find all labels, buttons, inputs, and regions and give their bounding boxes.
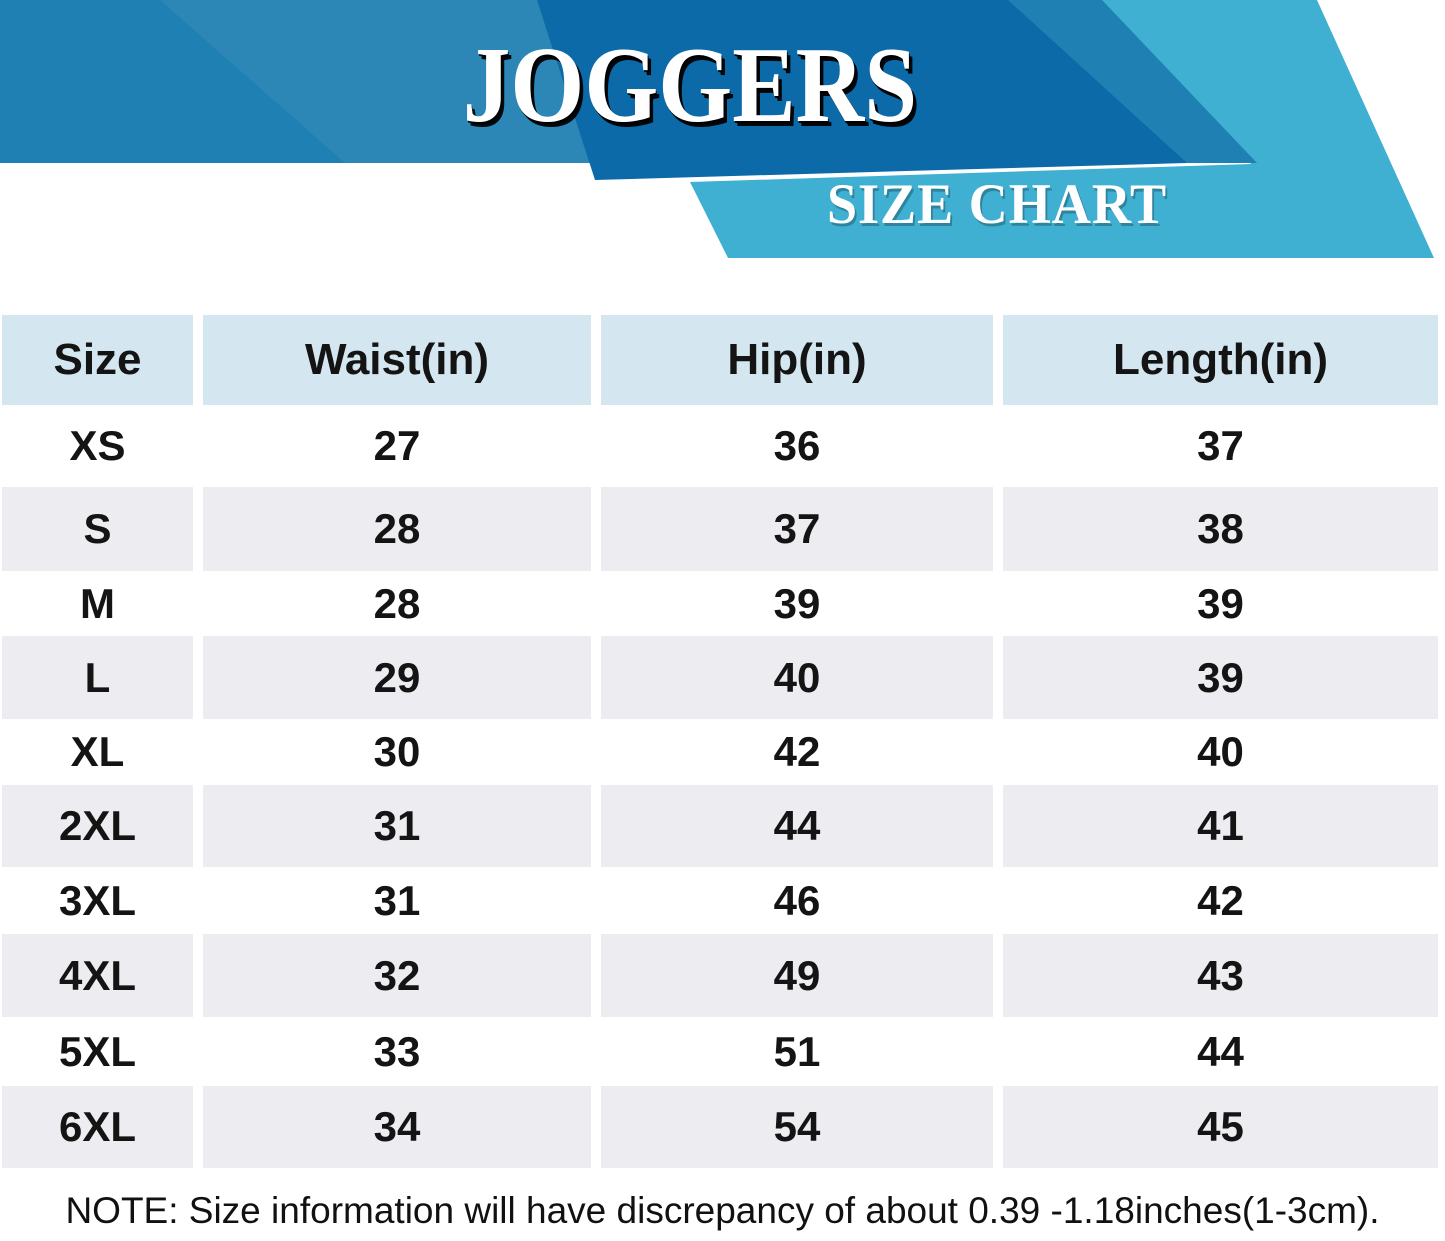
size-label-cell: XS: [2, 405, 193, 487]
chart-subtitle: SIZE CHART: [826, 173, 1168, 236]
value-cell: 43: [1003, 934, 1438, 1017]
value-cell: 39: [601, 571, 993, 636]
value-cell: 41: [1003, 785, 1438, 867]
value-cell: 32: [203, 934, 591, 1017]
value-cell: 30: [203, 719, 591, 785]
table-row: XL 30 42 40: [2, 719, 1438, 785]
value-cell: 31: [203, 867, 591, 934]
size-label-cell: 5XL: [2, 1017, 193, 1086]
table-row: 4XL 32 49 43: [2, 934, 1438, 1017]
table-row: L 29 40 39: [2, 636, 1438, 719]
value-cell: 31: [203, 785, 591, 867]
table-header-row: Size Waist(in) Hip(in) Length(in): [2, 315, 1438, 405]
value-cell: 44: [1003, 1017, 1438, 1086]
value-cell: 54: [601, 1086, 993, 1168]
value-cell: 42: [1003, 867, 1438, 934]
value-cell: 40: [601, 636, 993, 719]
banner: JOGGERS SIZE CHART: [0, 0, 1445, 259]
value-cell: 27: [203, 405, 591, 487]
value-cell: 38: [1003, 487, 1438, 571]
value-cell: 40: [1003, 719, 1438, 785]
table-row: 6XL 34 54 45: [2, 1086, 1438, 1168]
value-cell: 37: [1003, 405, 1438, 487]
table-row: M 28 39 39: [2, 571, 1438, 636]
value-cell: 39: [1003, 636, 1438, 719]
size-label-cell: XL: [2, 719, 193, 785]
column-header: Waist(in): [203, 315, 591, 405]
value-cell: 45: [1003, 1086, 1438, 1168]
column-header: Hip(in): [601, 315, 993, 405]
table-row: 2XL 31 44 41: [2, 785, 1438, 867]
size-label-cell: 6XL: [2, 1086, 193, 1168]
size-label-cell: M: [2, 571, 193, 636]
value-cell: 44: [601, 785, 993, 867]
note-text: NOTE: Size information will have discrep…: [65, 1190, 1380, 1231]
size-label-cell: 2XL: [2, 785, 193, 867]
size-chart-table: Size Waist(in) Hip(in) Length(in) XS 27 36 37 S…: [2, 315, 1438, 1168]
table-row: 3XL 31 46 42: [2, 867, 1438, 934]
value-cell: 46: [601, 867, 993, 934]
value-cell: 29: [203, 636, 591, 719]
value-cell: 51: [601, 1017, 993, 1086]
value-cell: 28: [203, 487, 591, 571]
value-cell: 37: [601, 487, 993, 571]
table-body: XS 27 36 37 S 28 37 38 M 28 39 39 L 29 40 39 XL 30 42 40 2XL…: [2, 405, 1438, 1168]
size-label-cell: L: [2, 636, 193, 719]
size-label-cell: S: [2, 487, 193, 571]
size-label-cell: 4XL: [2, 934, 193, 1017]
size-label-cell: 3XL: [2, 867, 193, 934]
table-row: 5XL 33 51 44: [2, 1017, 1438, 1086]
value-cell: 36: [601, 405, 993, 487]
value-cell: 39: [1003, 571, 1438, 636]
page-title: JOGGERS: [462, 26, 918, 145]
column-header: Size: [2, 315, 193, 405]
table-row: XS 27 36 37: [2, 405, 1438, 487]
value-cell: 34: [203, 1086, 591, 1168]
value-cell: 33: [203, 1017, 591, 1086]
value-cell: 49: [601, 934, 993, 1017]
column-header: Length(in): [1003, 315, 1438, 405]
value-cell: 42: [601, 719, 993, 785]
table-row: S 28 37 38: [2, 487, 1438, 571]
value-cell: 28: [203, 571, 591, 636]
